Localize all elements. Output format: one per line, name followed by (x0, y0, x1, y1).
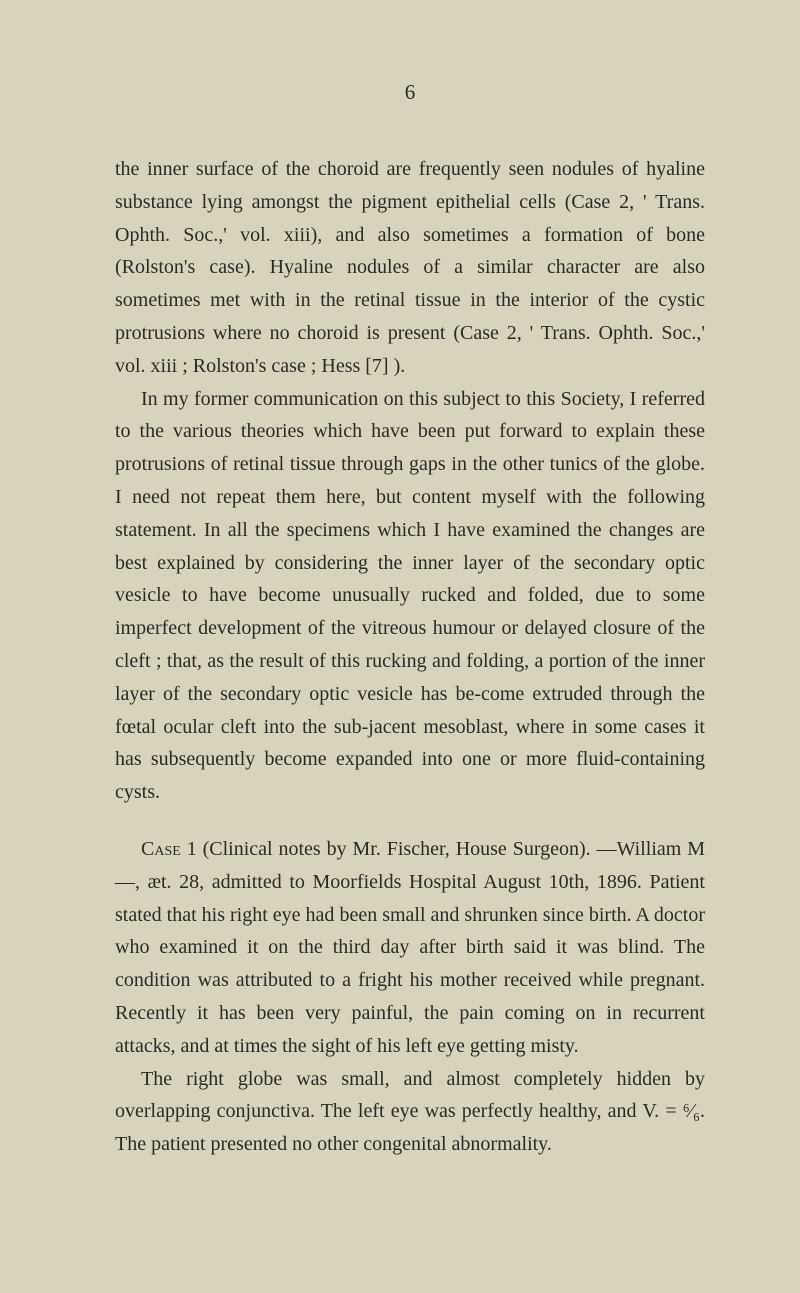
paragraph-3: Case 1 (Clinical notes by Mr. Fischer, H… (115, 833, 705, 1063)
paragraph-4: The right globe was small, and almost co… (115, 1063, 705, 1161)
case-label: Case (141, 838, 181, 860)
page-number: 6 (115, 80, 705, 105)
page-container: 6 the inner surface of the choroid are f… (0, 0, 800, 1221)
paragraph-1: the inner surface of the choroid are fre… (115, 153, 705, 383)
paragraph-2: In my former communication on this subje… (115, 383, 705, 809)
paragraph-3-body: 1 (Clinical notes by Mr. Fischer, House … (115, 838, 705, 1057)
